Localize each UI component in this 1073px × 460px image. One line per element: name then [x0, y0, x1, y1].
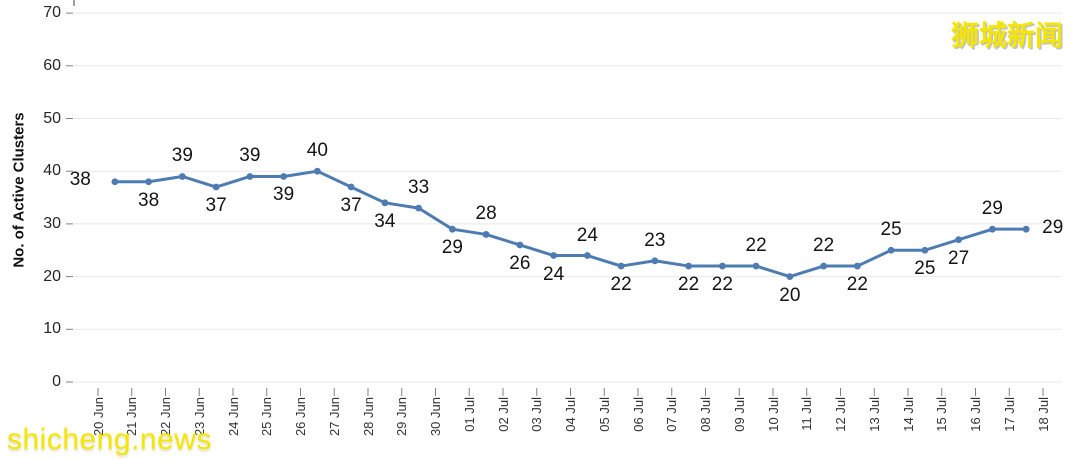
data-point-label: 22: [711, 274, 733, 296]
data-point-marker: [111, 178, 119, 186]
data-point-label: 24: [576, 224, 598, 246]
data-point-label: 25: [880, 219, 902, 241]
x-tick-label: 30 Jun: [428, 397, 443, 437]
x-tick-label: 26 Jun: [293, 397, 308, 437]
data-point-marker: [752, 262, 760, 270]
x-tick-label: 13 Jul: [866, 397, 882, 432]
data-point-label: 29: [981, 198, 1003, 220]
data-point-marker: [145, 178, 153, 186]
data-point-label: 38: [69, 168, 91, 190]
data-point-label: 22: [745, 235, 767, 257]
x-tick-label: 01 Jul: [461, 397, 477, 432]
data-point-label: 39: [171, 145, 193, 167]
data-point-label: 22: [610, 274, 632, 296]
data-point-marker: [887, 246, 895, 254]
x-tick-label: 03 Jul: [529, 397, 545, 432]
data-point-marker: [482, 231, 490, 238]
x-tick-label: 04 Jul: [563, 397, 578, 432]
x-tick-label: 05 Jul: [596, 397, 612, 432]
y-tick-label: 0: [52, 373, 61, 390]
data-point-marker: [516, 241, 524, 249]
x-tick-label: 25 Jun: [259, 397, 275, 437]
data-point-marker: [921, 246, 929, 254]
data-point-label: 38: [138, 189, 160, 211]
data-point-label: 22: [813, 235, 835, 257]
data-point-marker: [178, 173, 186, 180]
data-point-label: 20: [779, 284, 801, 306]
data-point-label: 26: [509, 252, 531, 274]
data-point-marker: [415, 204, 423, 212]
x-tick-label: 28 Jun: [360, 397, 376, 437]
x-tick-label: 02 Jul: [495, 397, 511, 432]
x-tick-label: 08 Jul: [698, 397, 713, 432]
data-point-label: 33: [408, 177, 430, 199]
y-tick-label: 60: [43, 56, 61, 74]
x-tick-label: 09 Jul: [731, 397, 747, 432]
x-tick-label: 07 Jul: [664, 397, 680, 432]
watermark-site-logo: 狮城新闻: [950, 20, 1063, 51]
x-tick-label: 12 Jul: [833, 397, 848, 432]
data-point-marker: [583, 252, 591, 259]
y-tick-label: 70: [43, 4, 61, 22]
data-point-label: 24: [543, 263, 565, 285]
data-point-label: 37: [340, 195, 362, 216]
data-point-marker: [617, 262, 625, 270]
x-tick-label: 10 Jul: [765, 397, 781, 432]
data-point-marker: [313, 167, 321, 175]
data-point-marker: [1022, 225, 1030, 233]
y-tick-label: 10: [43, 320, 61, 338]
data-point-marker: [786, 273, 794, 280]
x-tick-label: 18 Jul: [1035, 397, 1051, 432]
x-tick-label: 29 Jun: [394, 397, 410, 437]
data-point-marker: [246, 173, 254, 180]
data-point-marker: [718, 262, 726, 270]
series-line: [113, 169, 1028, 279]
data-point-label: 40: [306, 140, 328, 162]
data-point-marker: [955, 236, 963, 244]
data-point-label: 29: [441, 237, 463, 259]
data-point-label: 28: [475, 203, 497, 225]
data-point-marker: [988, 225, 996, 233]
x-tick-label: 14 Jul: [900, 397, 916, 432]
data-point-marker: [853, 262, 861, 270]
data-point-marker: [347, 183, 355, 191]
y-tick-label: 30: [43, 214, 61, 232]
data-point-marker: [280, 173, 288, 180]
data-point-marker: [820, 262, 828, 270]
data-point-label: 22: [678, 274, 700, 296]
data-point-label: 29: [1042, 217, 1064, 239]
y-tick-label: 20: [43, 267, 61, 285]
x-tick-label: 15 Jul: [934, 397, 950, 432]
x-tick-label: 16 Jul: [968, 397, 983, 432]
data-point-label: 39: [239, 145, 261, 167]
x-tick-label: 11 Jul: [799, 397, 815, 431]
x-tick-label: 06 Jul: [630, 397, 646, 432]
watermark-site-url: shicheng.news: [7, 423, 212, 456]
x-tick-label: 24 Jun: [225, 397, 241, 437]
x-tick-label: 17 Jul: [1001, 397, 1017, 432]
data-point-marker: [212, 183, 220, 191]
data-point-marker: [651, 257, 659, 265]
data-point-marker: [448, 225, 456, 233]
data-point-label: 37: [205, 195, 227, 216]
data-point-marker: [381, 199, 389, 207]
data-point-label: 27: [948, 247, 970, 269]
data-point-label: 25: [914, 258, 936, 280]
y-axis-title: No. of Active Clusters: [10, 112, 28, 268]
data-point-marker: [550, 252, 558, 259]
y-tick-label: 50: [43, 109, 61, 127]
data-point-marker: [685, 262, 693, 270]
data-point-label: 23: [644, 229, 666, 251]
data-point-label: 22: [846, 274, 868, 296]
y-tick-label: 40: [43, 162, 61, 180]
x-tick-label: 27 Jun: [326, 397, 342, 437]
data-point-label: 34: [374, 210, 396, 232]
data-point-label: 39: [273, 184, 295, 206]
